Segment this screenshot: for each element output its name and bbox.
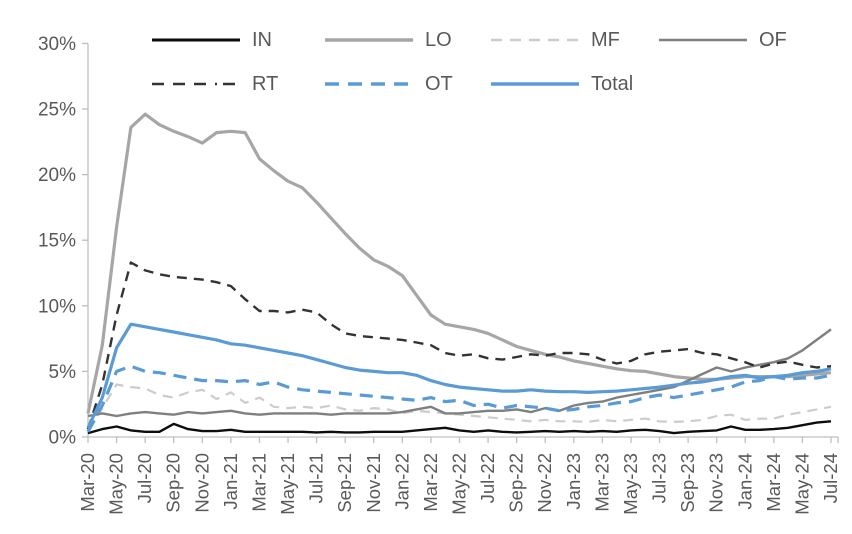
legend-line-in	[152, 38, 240, 42]
legend-item-in: IN	[150, 29, 272, 51]
legend-label-lo: LO	[425, 29, 452, 51]
y-axis-label: 5%	[49, 362, 77, 383]
y-axis-label: 30%	[38, 34, 76, 55]
x-axis-label: Sep-23	[677, 453, 698, 513]
series-line-of	[87, 328, 832, 418]
x-axis-label: Jan-24	[734, 453, 755, 510]
y-axis-label: 15%	[38, 231, 76, 252]
x-axis-label: Jan-22	[391, 453, 412, 510]
x-axis-label: Nov-20	[191, 453, 212, 513]
x-axis-label: Mar-22	[420, 453, 441, 512]
y-axis-label: 20%	[38, 165, 76, 186]
series-line-lo	[86, 112, 832, 414]
series-line-total	[86, 322, 832, 429]
x-axis-label: Mar-23	[591, 453, 612, 512]
x-axis-label: Sep-22	[506, 453, 527, 513]
legend-item-lo: LO	[323, 29, 452, 51]
y-axis-label: 10%	[38, 296, 76, 317]
x-axis-label: May-21	[277, 453, 298, 515]
x-axis-label: Jul-20	[134, 453, 155, 503]
legend-label-mf: MF	[591, 29, 620, 51]
legend-item-of: OF	[657, 29, 787, 51]
y-axis-label: 0%	[49, 428, 77, 449]
series-line-ot	[86, 364, 832, 433]
legend-item-mf: MF	[489, 29, 620, 51]
legend-label-ot: OT	[425, 73, 453, 95]
legend-label-of: OF	[759, 29, 787, 51]
x-axis-label: Sep-21	[334, 453, 355, 513]
x-axis-label: Nov-22	[534, 453, 555, 513]
x-axis-label: Nov-21	[363, 453, 384, 513]
x-axis-label: Jul-22	[477, 453, 498, 503]
x-axis-label: Jul-24	[820, 453, 841, 503]
legend-label-rt: RT	[252, 73, 279, 95]
x-axis-label: Sep-20	[163, 453, 184, 513]
x-axis-label: May-23	[620, 453, 641, 515]
legend-line-of	[659, 38, 747, 42]
x-axis-label: Jan-21	[220, 453, 241, 510]
legend-line-lo	[325, 38, 413, 42]
x-axis-label: Jan-23	[563, 453, 584, 510]
x-axis-label: Jul-21	[306, 453, 327, 503]
legend-line-ot	[325, 82, 413, 86]
legend-line-mf	[491, 38, 579, 42]
legend-item-rt: RT	[150, 73, 278, 95]
x-axis-label: Nov-23	[706, 453, 727, 513]
x-axis-label: Mar-21	[248, 453, 269, 512]
x-axis-label: Mar-20	[77, 453, 98, 512]
legend-line-rt	[152, 82, 240, 86]
x-axis-label: Jul-23	[649, 453, 670, 503]
x-axis-label: May-22	[449, 453, 470, 515]
x-axis-label: May-24	[791, 453, 812, 515]
legend-label-in: IN	[252, 29, 272, 51]
legend-label-total: Total	[591, 73, 634, 95]
y-axis-label: 25%	[38, 100, 76, 121]
legend-line-total	[491, 82, 579, 86]
series-line-rt	[86, 261, 832, 430]
series-line-mf	[87, 383, 832, 431]
legend-item-total: Total	[489, 73, 633, 95]
x-axis-label: Mar-24	[763, 453, 784, 512]
series-line-in	[87, 420, 832, 435]
legend-item-ot: OT	[323, 73, 453, 95]
x-axis-label: May-20	[106, 453, 127, 515]
